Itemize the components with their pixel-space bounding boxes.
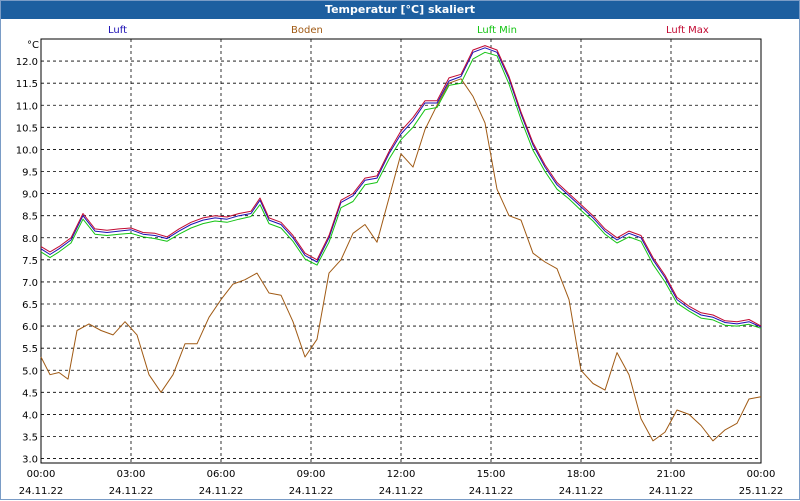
y-tick-label: 4.0 — [22, 410, 38, 421]
x-tick-date: 24.11.22 — [379, 486, 424, 497]
x-tick-date: 25.11.22 — [739, 486, 784, 497]
series-line-boden — [40, 78, 762, 442]
y-tick-label: 6.0 — [22, 322, 38, 333]
chart-title: Temperatur [°C] skaliert — [1, 1, 799, 19]
x-tick-time: 00:00 — [747, 469, 776, 480]
legend-luft: Luft — [108, 25, 127, 36]
y-tick-label: 4.5 — [22, 388, 38, 399]
x-tick-date: 24.11.22 — [649, 486, 694, 497]
legend-luft-min: Luft Min — [477, 25, 517, 36]
series-line-luft-min — [40, 51, 762, 329]
x-tick-date: 24.11.22 — [559, 486, 604, 497]
y-tick-label: 5.0 — [22, 366, 38, 377]
y-tick-label: 11.5 — [16, 79, 38, 90]
x-tick-time: 15:00 — [477, 469, 506, 480]
x-tick-time: 21:00 — [657, 469, 686, 480]
x-tick-time: 03:00 — [117, 469, 146, 480]
x-tick-date: 24.11.22 — [19, 486, 64, 497]
y-tick-label: 12.0 — [16, 57, 38, 68]
legend-luft-max: Luft Max — [666, 25, 709, 36]
x-tick-date: 24.11.22 — [289, 486, 334, 497]
y-tick-label: 5.5 — [22, 344, 38, 355]
series-line-luft — [40, 47, 762, 328]
series-line-luft-max — [40, 45, 762, 327]
x-tick-time: 12:00 — [387, 469, 416, 480]
y-tick-label: 10.0 — [16, 145, 38, 156]
y-tick-label: 3.0 — [22, 455, 38, 466]
y-tick-label: 11.0 — [16, 101, 38, 112]
y-tick-label: 7.0 — [22, 278, 38, 289]
y-tick-label: 6.5 — [22, 300, 38, 311]
x-tick-time: 06:00 — [207, 469, 236, 480]
x-tick-date: 24.11.22 — [199, 486, 244, 497]
y-tick-label: 10.5 — [16, 123, 38, 134]
y-tick-label: 9.5 — [22, 168, 38, 179]
x-tick-time: 00:00 — [27, 469, 56, 480]
y-tick-label: 8.5 — [22, 212, 38, 223]
y-tick-label: 3.5 — [22, 433, 38, 444]
x-tick-time: 18:00 — [567, 469, 596, 480]
y-tick-label: 7.5 — [22, 256, 38, 267]
y-axis-unit: °C — [27, 40, 39, 51]
y-tick-label: 9.0 — [22, 190, 38, 201]
x-tick-date: 24.11.22 — [109, 486, 154, 497]
x-tick-time: 09:00 — [297, 469, 326, 480]
x-tick-date: 24.11.22 — [469, 486, 514, 497]
legend-boden: Boden — [291, 25, 323, 36]
y-tick-label: 8.0 — [22, 234, 38, 245]
